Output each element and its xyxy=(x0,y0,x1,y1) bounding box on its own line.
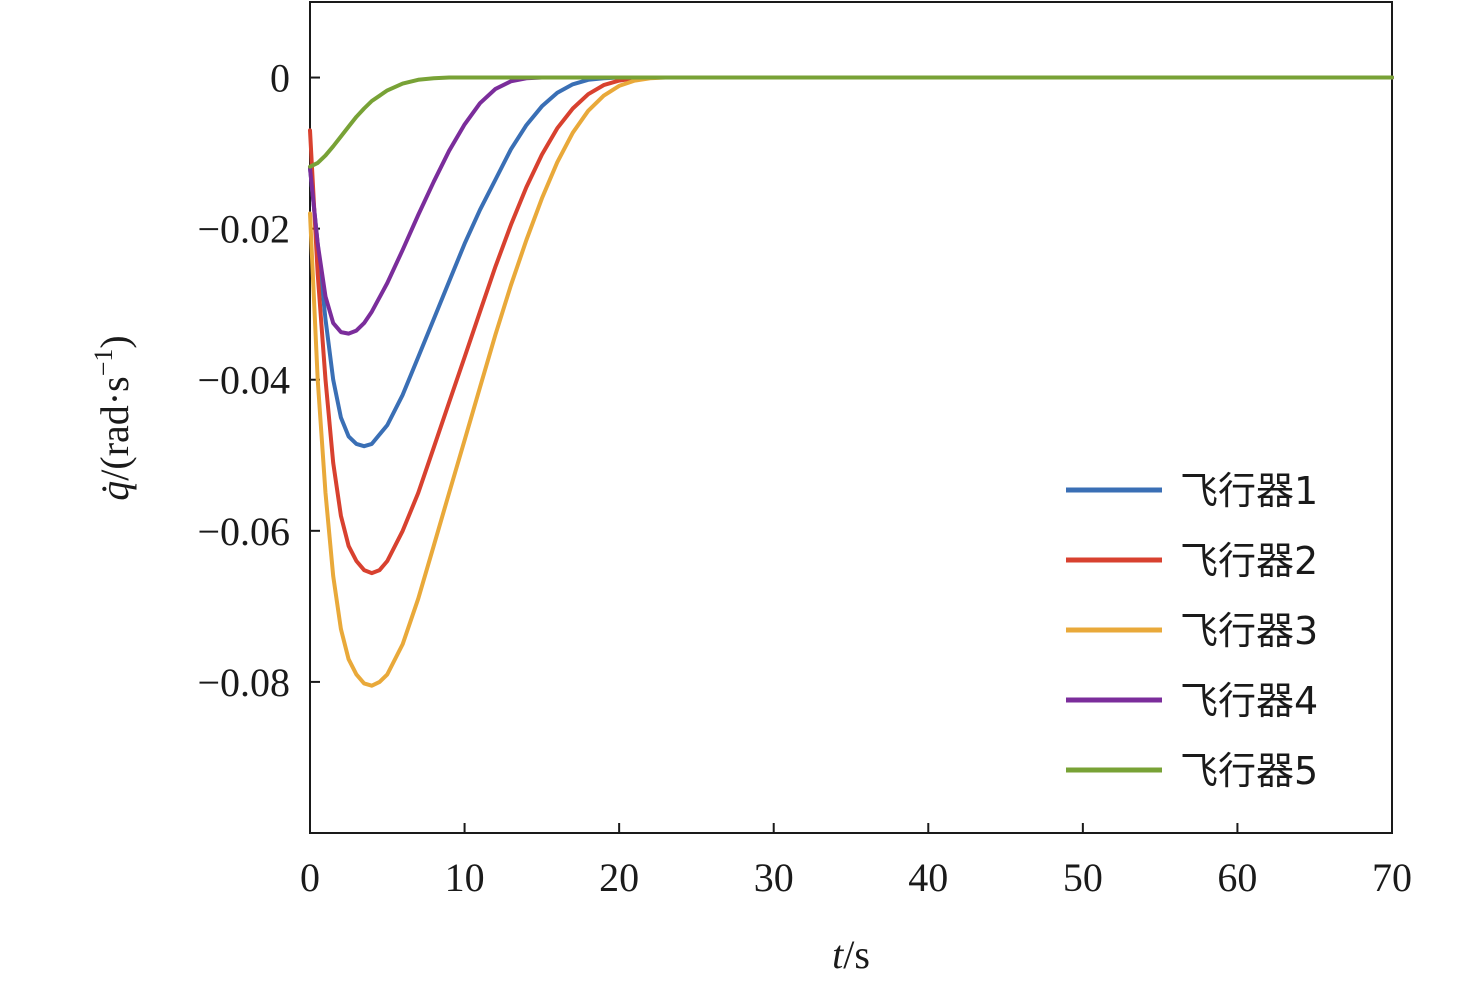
legend-label-3: 飞行器3 xyxy=(1180,609,1318,653)
y-tick-label: −0.04 xyxy=(197,358,290,403)
x-axis-title-var: t xyxy=(832,932,844,977)
y-axis-title-close: ) xyxy=(92,335,137,348)
x-tick-label: 30 xyxy=(754,855,794,900)
x-axis-title-unit: /s xyxy=(843,932,870,977)
y-tick-label: −0.06 xyxy=(197,509,290,554)
y-tick-label: 0 xyxy=(270,56,290,101)
legend-label-1: 飞行器1 xyxy=(1180,469,1318,513)
series-line-5 xyxy=(308,75,1394,169)
x-tick-label: 10 xyxy=(445,855,485,900)
y-axis-title-unit: /(rad·s xyxy=(92,376,137,480)
legend-label-2: 飞行器2 xyxy=(1180,539,1318,583)
legend-label-5: 飞行器5 xyxy=(1180,749,1318,793)
x-tick-label: 70 xyxy=(1372,855,1412,900)
y-axis: 0 −0.02 −0.04 −0.06 −0.08 xyxy=(197,56,320,705)
y-axis-title: q̇/(rad·s−1) xyxy=(89,335,137,500)
x-tick-label: 0 xyxy=(300,855,320,900)
y-tick-label: −0.02 xyxy=(197,207,290,252)
x-axis: 0 10 20 30 40 50 60 70 xyxy=(300,823,1412,900)
legend-label-4: 飞行器4 xyxy=(1180,679,1318,723)
y-tick-label: −0.08 xyxy=(197,660,290,705)
x-tick-label: 50 xyxy=(1063,855,1103,900)
series-line-3 xyxy=(308,75,1394,688)
y-axis-title-var: q̇ xyxy=(92,481,137,501)
series-line-4 xyxy=(308,75,1394,336)
plot-frame xyxy=(309,1,1393,834)
series-group xyxy=(308,75,1394,688)
series-line-1 xyxy=(308,75,1394,449)
x-tick-label: 40 xyxy=(908,855,948,900)
legend: 飞行器1 飞行器2 飞行器3 飞行器4 飞行器5 xyxy=(1066,469,1318,793)
x-tick-label: 20 xyxy=(599,855,639,900)
y-axis-title-exponent: −1 xyxy=(89,349,118,377)
x-axis-title: t/s xyxy=(832,932,870,977)
x-tick-label: 60 xyxy=(1217,855,1257,900)
